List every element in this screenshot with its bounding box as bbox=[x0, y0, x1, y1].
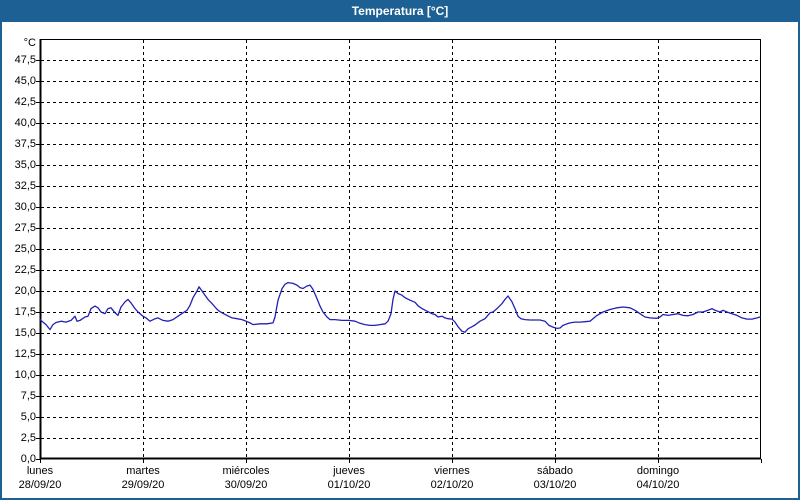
y-tick-label: 7,5 bbox=[20, 389, 36, 402]
title-bar: Temperatura [°C] bbox=[0, 0, 800, 22]
y-tick-label: 10,0 bbox=[14, 368, 36, 381]
day-name: domingo bbox=[636, 465, 680, 477]
y-tick-label: 25,0 bbox=[14, 242, 36, 255]
y-tick-label: 17,5 bbox=[14, 305, 36, 318]
y-tick-label: 15,0 bbox=[14, 326, 36, 339]
x-tick-label: viernes 02/10/20 bbox=[392, 464, 512, 492]
day-date: 28/09/20 bbox=[18, 479, 62, 491]
x-tick-label: domingo 04/10/20 bbox=[598, 464, 718, 492]
y-tick-label: 42,5 bbox=[14, 95, 36, 108]
day-date: 30/09/20 bbox=[224, 479, 268, 491]
x-tick-label: jueves 01/10/20 bbox=[289, 464, 409, 492]
day-name: viernes bbox=[434, 465, 470, 477]
y-tick-label: 2,5 bbox=[20, 431, 36, 444]
plot-border bbox=[39, 39, 761, 460]
axis-ticks bbox=[36, 60, 762, 463]
y-tick-label: 32,5 bbox=[14, 179, 36, 192]
y-tick-label: 0,0 bbox=[20, 452, 36, 465]
day-date: 03/10/20 bbox=[533, 479, 577, 491]
y-tick-label: 5,0 bbox=[20, 410, 36, 423]
series-temperatura bbox=[39, 281, 761, 333]
x-tick-label: miércoles 30/09/20 bbox=[186, 464, 306, 492]
day-name: lunes bbox=[26, 465, 54, 477]
temperature-line bbox=[39, 281, 761, 333]
x-tick-label: sábado 03/10/20 bbox=[495, 464, 615, 492]
y-tick-label: 45,0 bbox=[14, 74, 36, 87]
day-date: 01/10/20 bbox=[327, 479, 371, 491]
y-tick-label: 30,0 bbox=[14, 200, 36, 213]
day-name: jueves bbox=[333, 465, 365, 477]
y-tick-label: 35,0 bbox=[14, 158, 36, 171]
day-date: 04/10/20 bbox=[636, 479, 680, 491]
window-title: Temperatura [°C] bbox=[351, 4, 449, 18]
day-date: 02/10/20 bbox=[430, 479, 474, 491]
y-axis-unit-label: °C bbox=[23, 37, 36, 49]
y-tick-label: 27,5 bbox=[14, 221, 36, 234]
day-name: martes bbox=[126, 465, 160, 477]
x-tick-label: lunes 28/09/20 bbox=[0, 464, 100, 492]
grid-lines bbox=[41, 40, 760, 458]
y-tick-label: 22,5 bbox=[14, 263, 36, 276]
day-name: miércoles bbox=[222, 465, 270, 477]
y-tick-label: 37,5 bbox=[14, 137, 36, 150]
y-tick-label: 20,0 bbox=[14, 284, 36, 297]
day-name: sábado bbox=[536, 465, 574, 477]
y-tick-label: 12,5 bbox=[14, 347, 36, 360]
y-tick-label: 40,0 bbox=[14, 116, 36, 129]
day-date: 29/09/20 bbox=[121, 479, 165, 491]
x-tick-label: martes 29/09/20 bbox=[83, 464, 203, 492]
y-tick-label: 47,5 bbox=[14, 53, 36, 66]
